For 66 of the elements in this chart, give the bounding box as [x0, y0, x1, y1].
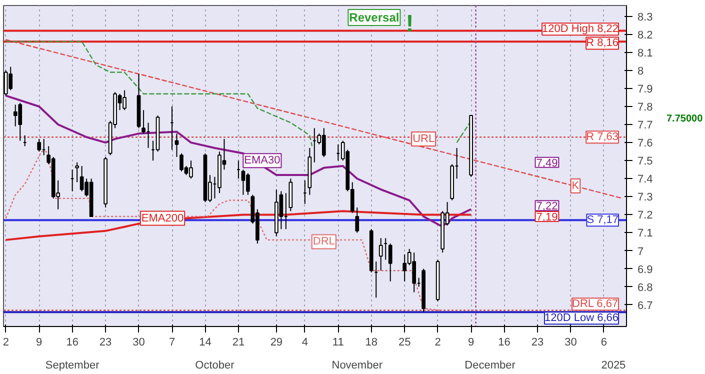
- y-tick-label: 7.3: [638, 192, 653, 204]
- annotation: 7,22: [536, 200, 558, 213]
- x-tick-label: 23: [531, 336, 544, 348]
- y-tick-label: 8.2: [638, 29, 653, 42]
- x-tick-label: 14: [199, 336, 212, 348]
- y-tick-label: 7.9: [638, 83, 653, 96]
- candlestick: [388, 243, 392, 282]
- y-tick-label: 8.1: [638, 47, 653, 60]
- y-tick-label: 7.4: [638, 174, 653, 186]
- candlestick: [174, 133, 179, 158]
- annotation: 7,19: [536, 211, 558, 224]
- x2-tick-label: September: [45, 360, 100, 372]
- ref-line-label: R 7,63: [586, 131, 619, 144]
- x2-tick-label: 2025: [601, 360, 626, 372]
- candlestick: [37, 138, 42, 152]
- ref-line-label: S 7,17: [586, 214, 619, 226]
- y-tick-label: 7.1: [638, 228, 653, 240]
- x-tick-label: 18: [365, 336, 378, 348]
- x2-tick-label: November: [332, 360, 383, 372]
- annotation: Reversal: [349, 10, 400, 24]
- x-tick-label: 6: [600, 336, 608, 348]
- x-tick-label: 2: [434, 336, 441, 348]
- y-tick-label: 7.8: [638, 101, 653, 114]
- line-series: [5, 150, 441, 311]
- y-tick-label: 6.9: [638, 264, 653, 276]
- y-tick-label: 8: [638, 65, 644, 78]
- y-tick-label: 7: [638, 246, 644, 258]
- ref-line-label: 120D Low 6,66: [544, 312, 618, 324]
- x-tick-label: 9: [468, 336, 474, 348]
- y-tick-label: 6.8: [638, 282, 653, 294]
- candlestick: [75, 162, 79, 183]
- x-tick-label: 21: [232, 336, 245, 348]
- x-tick-label: 29: [270, 336, 283, 348]
- annotation: EMA200: [141, 212, 184, 224]
- x-tick-label: 16: [66, 336, 78, 348]
- y-tick-label: 8.3: [638, 11, 653, 24]
- candlestick: [142, 110, 146, 134]
- annotation: URL: [412, 132, 435, 145]
- x-tick-label: 30: [564, 336, 577, 348]
- line-series: [4, 94, 472, 227]
- x-tick-label: 9: [36, 336, 42, 348]
- x-tick-label: 16: [498, 336, 510, 348]
- text: 7.75000: [666, 113, 704, 124]
- y-tick-label: 7.7: [638, 120, 653, 132]
- y-tick-label: 7.5: [638, 156, 653, 168]
- x-tick-label: 11: [332, 336, 344, 348]
- y-tick-label: 6.7: [638, 300, 653, 312]
- x2-tick-label: October: [195, 360, 235, 372]
- candlestick: [378, 238, 383, 272]
- annotation: K: [572, 180, 580, 192]
- y-tick-label: 7.2: [638, 210, 653, 222]
- annotation: DRL: [312, 236, 335, 248]
- x-tick-label: 30: [132, 336, 145, 348]
- x-tick-label: 23: [99, 336, 112, 348]
- y-tick-label: 7.6: [638, 138, 653, 150]
- x-tick-label: 4: [302, 336, 308, 348]
- x2-tick-label: December: [464, 360, 516, 372]
- candlestick: [355, 206, 360, 234]
- annotation: EMA30: [244, 154, 280, 167]
- ref-line-label: DRL 6,67: [572, 298, 618, 310]
- x-tick-label: 7: [168, 336, 176, 348]
- x-tick-label: 2: [2, 336, 9, 348]
- ref-line-label: 120D High 8,22: [542, 23, 619, 36]
- ref-line-label: R 8,16: [586, 37, 619, 50]
- annotation: 7,49: [536, 157, 558, 170]
- x-tick-label: 25: [398, 336, 411, 348]
